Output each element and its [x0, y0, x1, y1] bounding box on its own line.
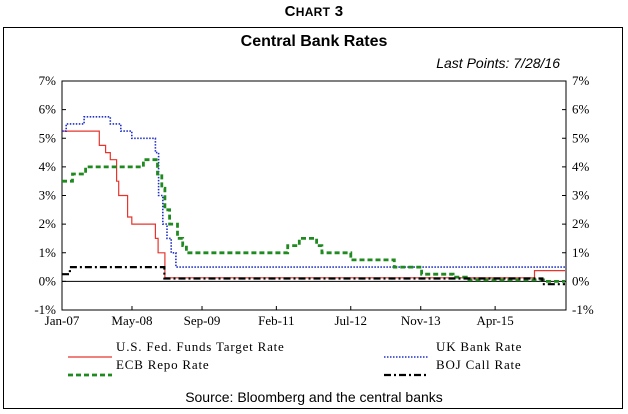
y-tick-label-right: 6% — [572, 102, 590, 117]
series-line-fed — [62, 130, 565, 279]
last-points-note: Last Points: 7/28/16 — [436, 55, 560, 71]
x-tick-label: Jan-07 — [45, 313, 80, 328]
chart-title: Central Bank Rates — [240, 33, 388, 50]
legend-label-fed: U.S. Fed. Funds Target Rate — [116, 339, 285, 354]
y-tick-label-left: 6% — [39, 102, 57, 117]
chart-heading-number: 3 — [334, 3, 344, 20]
y-axis-left: -1% 0% 1% 2% 3% 4% 5% 6% 7% — [34, 73, 66, 317]
plot-area — [61, 80, 567, 311]
x-tick-label: Sep-09 — [184, 313, 221, 328]
y-tick-label-right: 2% — [572, 216, 590, 231]
x-tick-label: May-08 — [111, 313, 152, 328]
y-tick-label-left: 4% — [39, 159, 57, 174]
legend-label-uk: UK Bank Rate — [436, 339, 522, 354]
legend-label-ecb: ECB Repo Rate — [116, 357, 209, 372]
y-tick-label-left: 5% — [39, 130, 57, 145]
series-layer — [62, 116, 565, 286]
y-tick-label-left: 1% — [39, 245, 57, 260]
chart-heading-rest: HART — [295, 5, 331, 19]
x-tick-label: Feb-11 — [258, 313, 294, 328]
x-axis: Jan-07 May-08 Sep-09 Feb-11 Jul-12 Nov-13 Apr-… — [45, 306, 514, 328]
y-tick-label-left: 0% — [39, 273, 57, 288]
y-tick-label-left: -1% — [34, 302, 56, 317]
series-line-ecb — [62, 158, 565, 283]
legend: U.S. Fed. Funds Target Rate UK Bank Rate E… — [68, 339, 522, 377]
y-tick-label-right: 4% — [572, 159, 590, 174]
chart-frame — [3, 27, 623, 409]
source-note: Source: Bloomberg and the central banks — [185, 389, 443, 405]
series-line-boj — [62, 266, 565, 286]
plot-border — [61, 80, 567, 311]
y-tick-label-right: 3% — [572, 188, 590, 203]
y-tick-label-right: 7% — [572, 73, 590, 88]
chart-heading-initial: C — [284, 3, 296, 20]
legend-label-boj: BOJ Call Rate — [436, 357, 522, 372]
chart-heading: CHART 3 — [0, 3, 628, 20]
x-tick-label: Jul-12 — [335, 313, 368, 328]
x-tick-label: Apr-15 — [476, 313, 513, 328]
series-line-uk — [62, 116, 565, 268]
x-tick-label: Nov-13 — [401, 313, 441, 328]
y-tick-label-right: 1% — [572, 245, 590, 260]
y-tick-label-right: 0% — [572, 273, 590, 288]
y-tick-label-left: 3% — [39, 188, 57, 203]
y-axis-right: -1% 0% 1% 2% 3% 4% 5% 6% 7% — [562, 73, 594, 317]
y-tick-label-right: 5% — [572, 130, 590, 145]
y-tick-label-left: 2% — [39, 216, 57, 231]
y-tick-label-left: 7% — [39, 73, 57, 88]
y-tick-label-right: -1% — [572, 302, 594, 317]
